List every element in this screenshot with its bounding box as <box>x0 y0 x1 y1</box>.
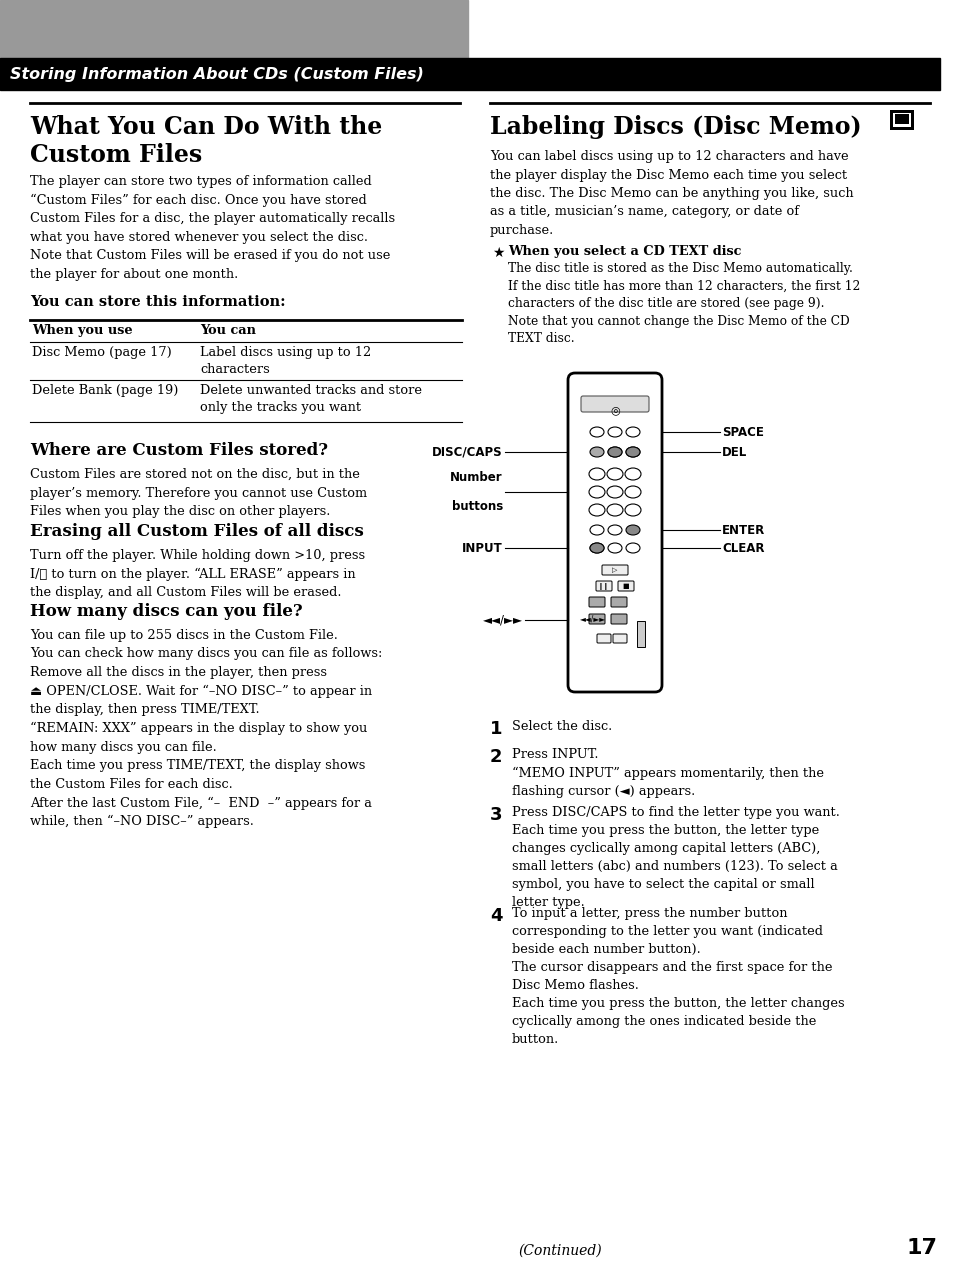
Text: Press INPUT.
“MEMO INPUT” appears momentarily, then the
flashing cursor (◄) appe: Press INPUT. “MEMO INPUT” appears moment… <box>512 749 823 798</box>
Text: You can file up to 255 discs in the Custom File.
You can check how many discs yo: You can file up to 255 discs in the Cust… <box>30 629 382 828</box>
Bar <box>0 0 468 59</box>
Text: The disc title is stored as the Disc Memo automatically.
If the disc title has m: The disc title is stored as the Disc Mem… <box>507 262 860 345</box>
Text: 4: 4 <box>490 907 502 925</box>
Ellipse shape <box>625 427 639 437</box>
Text: DEL: DEL <box>721 446 746 459</box>
Ellipse shape <box>588 505 604 516</box>
Text: Storing Information About CDs (Custom Files): Storing Information About CDs (Custom Fi… <box>10 66 423 82</box>
Text: ■: ■ <box>622 583 629 589</box>
Text: Disc Memo (page 17): Disc Memo (page 17) <box>32 347 172 359</box>
Text: CLEAR: CLEAR <box>721 541 763 554</box>
Text: Labeling Discs (Disc Memo): Labeling Discs (Disc Memo) <box>490 115 869 139</box>
Text: 1: 1 <box>490 720 502 738</box>
Ellipse shape <box>589 427 603 437</box>
Text: Press DISC/CAPS to find the letter type you want.
Each time you press the button: Press DISC/CAPS to find the letter type … <box>512 806 839 910</box>
Text: ❙❙: ❙❙ <box>598 582 609 590</box>
Ellipse shape <box>607 543 621 553</box>
Ellipse shape <box>589 543 603 553</box>
Text: 17: 17 <box>905 1238 937 1257</box>
Text: INPUT: INPUT <box>462 541 502 554</box>
Ellipse shape <box>606 505 622 516</box>
FancyBboxPatch shape <box>613 634 626 643</box>
Text: ◄◄/►►: ◄◄/►► <box>482 614 522 627</box>
Ellipse shape <box>589 525 603 535</box>
Ellipse shape <box>625 447 639 457</box>
Text: 3: 3 <box>490 806 502 824</box>
Text: Turn off the player. While holding down >10, press
I/⏻ to turn on the player. “A: Turn off the player. While holding down … <box>30 549 365 599</box>
Text: Where are Custom Files stored?: Where are Custom Files stored? <box>30 442 328 459</box>
Bar <box>637 620 644 647</box>
Ellipse shape <box>625 525 639 535</box>
Ellipse shape <box>625 543 639 553</box>
Ellipse shape <box>624 468 640 480</box>
FancyBboxPatch shape <box>596 581 612 591</box>
Text: DISC/CAPS: DISC/CAPS <box>432 446 502 459</box>
Ellipse shape <box>607 525 621 535</box>
FancyBboxPatch shape <box>618 581 634 591</box>
FancyBboxPatch shape <box>580 396 648 412</box>
Text: Label discs using up to 12
characters: Label discs using up to 12 characters <box>200 347 371 376</box>
Text: ▷: ▷ <box>612 567 617 573</box>
Text: Erasing all Custom Files of all discs: Erasing all Custom Files of all discs <box>30 524 363 540</box>
FancyBboxPatch shape <box>588 598 604 606</box>
FancyBboxPatch shape <box>567 373 661 692</box>
Bar <box>892 113 910 127</box>
Ellipse shape <box>589 447 603 457</box>
Ellipse shape <box>624 485 640 498</box>
Bar <box>0 59 939 90</box>
Text: When you use: When you use <box>32 324 132 338</box>
Text: ENTER: ENTER <box>721 524 764 536</box>
Text: To input a letter, press the number button
corresponding to the letter you want : To input a letter, press the number butt… <box>512 907 843 1046</box>
Text: Custom Files are stored not on the disc, but in the
player’s memory. Therefore y: Custom Files are stored not on the disc,… <box>30 468 367 519</box>
Text: Delete unwanted tracks and store
only the tracks you want: Delete unwanted tracks and store only th… <box>200 383 421 414</box>
Text: You can store this information:: You can store this information: <box>30 296 285 310</box>
Ellipse shape <box>589 543 603 553</box>
Text: What You Can Do With the: What You Can Do With the <box>30 115 382 139</box>
Text: (Continued): (Continued) <box>517 1243 601 1257</box>
Text: buttons: buttons <box>452 499 502 513</box>
Text: SPACE: SPACE <box>721 426 763 438</box>
Ellipse shape <box>588 485 604 498</box>
Ellipse shape <box>625 447 639 457</box>
Ellipse shape <box>606 468 622 480</box>
FancyBboxPatch shape <box>597 634 610 643</box>
Text: Custom Files: Custom Files <box>30 143 202 167</box>
Text: 2: 2 <box>490 749 502 767</box>
Ellipse shape <box>606 485 622 498</box>
Bar <box>889 110 913 130</box>
Ellipse shape <box>607 447 621 457</box>
Text: Select the disc.: Select the disc. <box>512 720 612 733</box>
Text: Number: Number <box>450 471 502 484</box>
Text: You can label discs using up to 12 characters and have
the player display the Di: You can label discs using up to 12 chara… <box>490 150 853 237</box>
Ellipse shape <box>607 447 621 457</box>
FancyBboxPatch shape <box>610 614 626 624</box>
Text: You can: You can <box>200 324 255 338</box>
Text: How many discs can you file?: How many discs can you file? <box>30 603 302 620</box>
Text: ◎: ◎ <box>610 405 619 415</box>
Text: ◄◄/►►: ◄◄/►► <box>579 614 605 623</box>
Ellipse shape <box>607 427 621 437</box>
FancyBboxPatch shape <box>601 564 627 575</box>
Text: Delete Bank (page 19): Delete Bank (page 19) <box>32 383 178 397</box>
FancyBboxPatch shape <box>610 598 626 606</box>
Ellipse shape <box>588 468 604 480</box>
Text: ★: ★ <box>492 246 504 260</box>
FancyBboxPatch shape <box>588 614 604 624</box>
Ellipse shape <box>624 505 640 516</box>
Text: The player can store two types of information called
“Custom Files” for each dis: The player can store two types of inform… <box>30 175 395 280</box>
Text: When you select a CD TEXT disc: When you select a CD TEXT disc <box>507 245 740 259</box>
Bar <box>894 113 908 124</box>
